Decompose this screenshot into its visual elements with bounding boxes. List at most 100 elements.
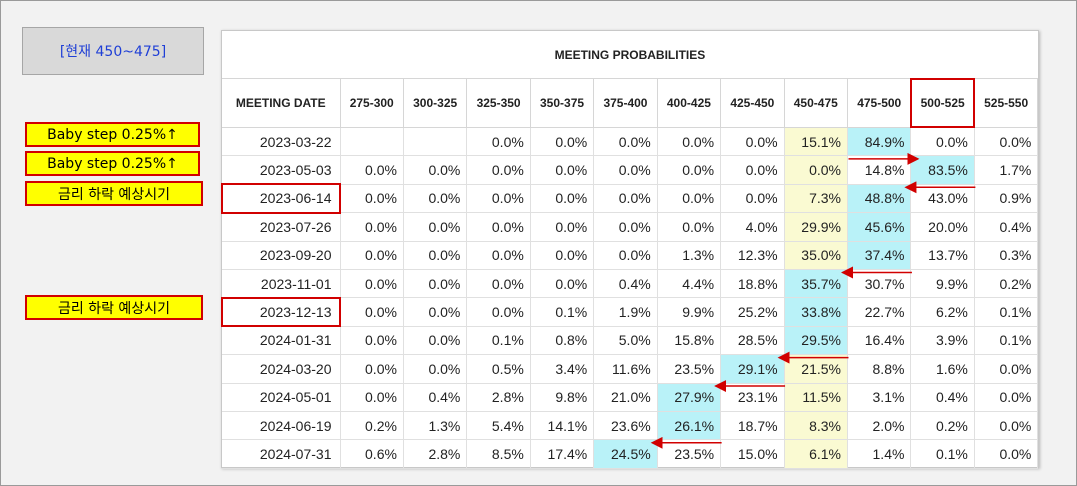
probability-cell: 29.5%: [784, 326, 849, 356]
probability-cell: 0.0%: [974, 354, 1039, 384]
probability-cell: 0.0%: [593, 184, 658, 214]
header-range-375-400: 375-400: [593, 78, 658, 128]
probability-cell: 0.8%: [530, 326, 595, 356]
probability-cell: 0.0%: [530, 241, 595, 270]
table-row: 2023-05-03 0.0% 0.0% 0.0% 0.0% 0.0% 0.0% 0.0% 0.…: [222, 155, 1039, 185]
probability-cell: 8.3%: [784, 411, 849, 441]
probability-cell: 0.0%: [657, 155, 722, 185]
probability-cell: 45.6%: [847, 212, 912, 242]
probability-cell: 21.0%: [593, 383, 658, 412]
probability-cell: 29.9%: [784, 212, 849, 242]
probability-cell: 0.4%: [910, 383, 975, 412]
probability-cell: 29.1%: [720, 354, 785, 384]
probability-cell: 14.8%: [847, 155, 912, 185]
table-row: 2023-07-26 0.0% 0.0% 0.0% 0.0% 0.0% 0.0% 4.0% 29…: [222, 212, 1039, 242]
probability-cell: 3.9%: [910, 326, 975, 356]
probability-cell: 0.3%: [974, 241, 1039, 270]
probability-cell: 0.0%: [593, 127, 658, 157]
probability-cell: 0.0%: [466, 184, 531, 214]
probability-cell: 3.1%: [847, 383, 912, 412]
probability-cell: 14.1%: [530, 411, 595, 441]
probability-cell: 0.0%: [403, 241, 468, 270]
probability-cell: 0.0%: [466, 212, 531, 242]
probability-cell: 0.0%: [403, 155, 468, 185]
table-row: 2023-09-20 0.0% 0.0% 0.0% 0.0% 0.0% 1.3% 12.3% 3…: [222, 241, 1039, 270]
probability-cell: 26.1%: [657, 411, 722, 441]
probability-cell: 0.4%: [974, 212, 1039, 242]
probability-cell: 0.0%: [340, 326, 404, 356]
note-rate-cut-1: 금리 하락 예상시기: [25, 181, 203, 206]
probability-cell: 0.0%: [974, 127, 1039, 157]
probability-cell: 0.0%: [403, 326, 468, 356]
probabilities-panel: MEETING PROBABILITIES MEETING DATE 275-30…: [221, 30, 1039, 469]
probability-cell: 13.7%: [910, 241, 975, 270]
header-range-525-550: 525-550: [974, 78, 1039, 128]
table-row: 2024-03-20 0.0% 0.0% 0.5% 3.4% 11.6% 23.5% 29.1…: [222, 354, 1039, 384]
probability-cell: 0.0%: [466, 269, 531, 299]
probability-cell: 9.8%: [530, 383, 595, 412]
probability-cell: 0.0%: [466, 241, 531, 270]
table-row: 2024-05-01 0.0% 0.4% 2.8% 9.8% 21.0% 27.9% 23.1…: [222, 383, 1039, 412]
header-range-325-350: 325-350: [466, 78, 531, 128]
probability-cell: 15.1%: [784, 127, 849, 157]
probability-cell: 0.0%: [530, 269, 595, 299]
probability-cell: 9.9%: [657, 297, 722, 327]
probability-cell: 0.2%: [340, 411, 404, 441]
highlighted-header-box: [910, 78, 975, 128]
probability-cell: 0.0%: [593, 241, 658, 270]
probability-cell: 6.1%: [784, 439, 849, 469]
probability-cell: 0.1%: [466, 326, 531, 356]
probability-cell: 3.4%: [530, 354, 595, 384]
probability-cell: 1.6%: [910, 354, 975, 384]
table-header-row: MEETING DATE 275-300 300-325 325-350 350-375…: [222, 78, 1039, 128]
probability-cell: 0.0%: [530, 184, 595, 214]
probability-cell: 1.7%: [974, 155, 1039, 185]
probability-cell: 1.4%: [847, 439, 912, 469]
header-range-450-475: 450-475: [784, 78, 849, 128]
probability-cell: 6.2%: [910, 297, 975, 327]
probability-cell: 23.5%: [657, 354, 722, 384]
header-range-425-450: 425-450: [720, 78, 785, 128]
probability-cell: 0.0%: [530, 127, 595, 157]
probability-cell: 8.5%: [466, 439, 531, 469]
probability-cell: 0.0%: [466, 155, 531, 185]
probability-cell: 23.5%: [657, 439, 722, 469]
header-range-300-325: 300-325: [403, 78, 468, 128]
probability-cell: 0.0%: [720, 184, 785, 214]
probability-cell: 18.8%: [720, 269, 785, 299]
meeting-date-cell: 2023-12-13: [222, 297, 341, 327]
note-baby-step-1: Baby step 0.25%↑: [25, 122, 200, 147]
note-baby-step-2: Baby step 0.25%↑: [25, 151, 200, 176]
probability-cell: 4.0%: [720, 212, 785, 242]
current-rate-label: [현재 450~475]: [22, 27, 204, 75]
probability-cell: 0.0%: [466, 297, 531, 327]
probability-cell: 0.0%: [593, 155, 658, 185]
probability-cell: 0.0%: [403, 297, 468, 327]
probabilities-table: MEETING PROBABILITIES MEETING DATE 275-30…: [222, 31, 1039, 469]
table-body: 2023-03-22 0.0% 0.0% 0.0% 0.0% 0.0% 15.1% 84.9%…: [222, 127, 1039, 469]
probability-cell: 0.0%: [657, 127, 722, 157]
probability-cell: 2.0%: [847, 411, 912, 441]
probability-cell: 0.0%: [593, 212, 658, 242]
probability-cell: 0.0%: [340, 269, 404, 299]
probability-cell: 0.0%: [340, 354, 404, 384]
probability-cell: 0.2%: [910, 411, 975, 441]
probability-cell: 83.5%: [910, 155, 975, 185]
probability-cell: 28.5%: [720, 326, 785, 356]
meeting-date-cell: 2023-07-26: [222, 212, 341, 242]
probability-cell: 16.4%: [847, 326, 912, 356]
header-range-475-500: 475-500: [847, 78, 912, 128]
probability-cell: 0.0%: [974, 439, 1039, 469]
table-row: 2024-01-31 0.0% 0.0% 0.1% 0.8% 5.0% 15.8% 28.5%…: [222, 326, 1039, 356]
probability-cell: 33.8%: [784, 297, 849, 327]
table-title: MEETING PROBABILITIES: [222, 31, 1038, 79]
probability-cell: 0.0%: [403, 269, 468, 299]
header-range-350-375: 350-375: [530, 78, 595, 128]
probability-cell: 0.0%: [784, 155, 849, 185]
probability-cell: 21.5%: [784, 354, 849, 384]
probability-cell: 1.3%: [657, 241, 722, 270]
probability-cell: 2.8%: [403, 439, 468, 469]
probability-cell: 0.0%: [340, 241, 404, 270]
probability-cell: 0.1%: [530, 297, 595, 327]
probability-cell: 0.0%: [340, 297, 404, 327]
